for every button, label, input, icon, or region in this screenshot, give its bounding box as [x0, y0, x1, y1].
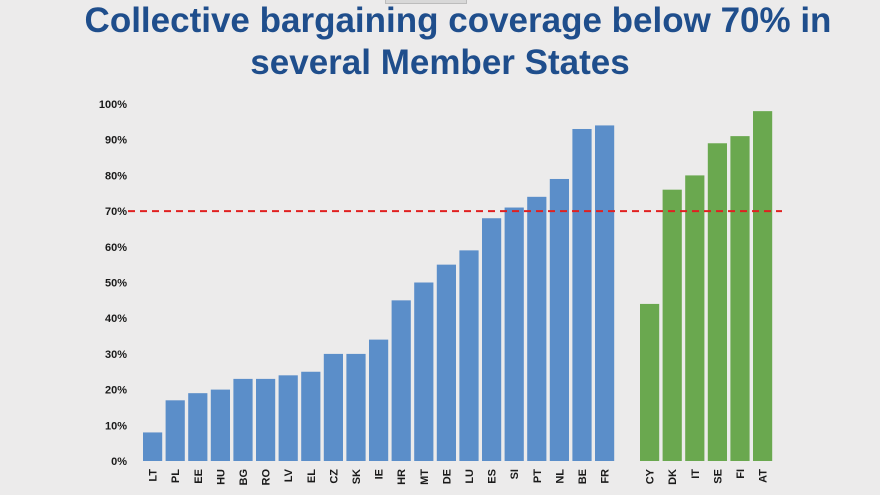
bar-lv	[278, 375, 298, 461]
bar-de	[436, 264, 456, 461]
bar-hu	[210, 389, 230, 461]
bar-lt	[143, 432, 163, 461]
bar-be	[572, 128, 592, 462]
bar-lu	[459, 250, 479, 461]
x-tick-label: EL	[306, 469, 318, 483]
x-tick-label: NL	[554, 469, 566, 484]
bar-dk	[662, 189, 682, 461]
bar-pt	[527, 196, 547, 461]
y-tick-label: 40%	[105, 313, 127, 325]
bar-hr	[391, 300, 411, 461]
y-tick-label: 50%	[105, 278, 127, 290]
y-tick-label: 100%	[99, 99, 127, 111]
x-tick-label: CZ	[328, 469, 340, 484]
x-tick-label: EE	[193, 469, 205, 484]
x-tick-label: SE	[712, 469, 724, 484]
x-tick-label: PL	[170, 469, 182, 483]
x-tick-label: IT	[690, 469, 702, 479]
bar-mt	[414, 282, 434, 461]
bar-fi	[730, 136, 750, 461]
chart-title: Collective bargaining coverage below 70%…	[0, 0, 880, 84]
bar-se	[707, 143, 727, 461]
y-tick-label: 60%	[105, 242, 127, 254]
x-tick-label: SK	[351, 469, 363, 484]
x-tick-label: BG	[238, 469, 250, 486]
x-tick-label: LV	[283, 468, 295, 482]
x-tick-label: CY	[645, 468, 657, 484]
bar-es	[482, 218, 502, 461]
x-tick-label: HU	[215, 469, 227, 485]
y-tick-label: 70%	[105, 206, 127, 218]
x-tick-label: SI	[509, 469, 521, 479]
bar-it	[685, 175, 705, 461]
x-tick-label: LT	[148, 469, 160, 482]
bar-at	[753, 111, 773, 461]
y-tick-label: 80%	[105, 170, 127, 182]
x-tick-label: DE	[441, 469, 453, 484]
bar-ie	[369, 339, 389, 461]
x-tick-label: PT	[532, 469, 544, 483]
title-line-2: several Member States	[250, 43, 630, 82]
y-tick-label: 20%	[105, 385, 127, 397]
bar-el	[301, 371, 321, 461]
x-tick-label: HR	[396, 469, 408, 485]
title-line-1: Collective bargaining coverage below 70%…	[84, 1, 832, 40]
x-tick-label: FR	[600, 469, 612, 484]
y-tick-label: 30%	[105, 349, 127, 361]
bar-ee	[188, 393, 208, 461]
bar-pl	[165, 400, 185, 461]
x-tick-label: DK	[667, 469, 679, 485]
top-tab-decoration	[385, 0, 467, 4]
x-tick-label: RO	[261, 469, 273, 486]
bar-bg	[233, 378, 253, 461]
bar-si	[504, 207, 524, 461]
bar-ro	[256, 378, 276, 461]
bar-cy	[640, 303, 660, 461]
y-tick-label: 90%	[105, 135, 127, 147]
bar-nl	[549, 178, 569, 461]
x-tick-label: IE	[374, 469, 386, 479]
x-tick-label: AT	[758, 469, 770, 483]
y-tick-label: 0%	[111, 456, 127, 468]
bar-sk	[346, 353, 366, 461]
x-tick-label: MT	[419, 469, 431, 485]
bar-fr	[595, 125, 615, 462]
x-tick-label: FI	[735, 469, 747, 479]
x-tick-label: LU	[464, 469, 476, 484]
x-tick-label: ES	[487, 469, 499, 484]
x-tick-label: BE	[577, 469, 589, 484]
bar-cz	[323, 353, 343, 461]
y-tick-label: 10%	[105, 420, 127, 432]
